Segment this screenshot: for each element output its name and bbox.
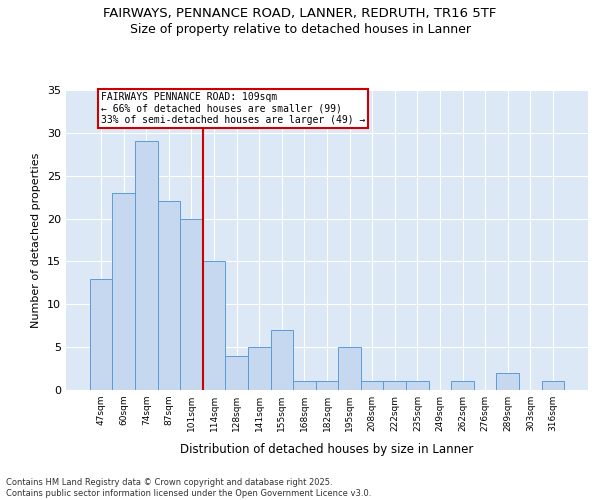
Bar	[361, 382, 383, 390]
Bar	[451, 382, 474, 390]
Bar	[180, 218, 203, 390]
Text: Size of property relative to detached houses in Lanner: Size of property relative to detached ho…	[130, 22, 470, 36]
Bar	[271, 330, 293, 390]
Bar	[158, 202, 180, 390]
Bar	[496, 373, 519, 390]
Y-axis label: Number of detached properties: Number of detached properties	[31, 152, 41, 328]
Bar	[383, 382, 406, 390]
Bar	[338, 347, 361, 390]
Text: Contains HM Land Registry data © Crown copyright and database right 2025.
Contai: Contains HM Land Registry data © Crown c…	[6, 478, 371, 498]
Bar	[90, 278, 112, 390]
Bar	[293, 382, 316, 390]
Text: Distribution of detached houses by size in Lanner: Distribution of detached houses by size …	[181, 442, 473, 456]
Bar	[316, 382, 338, 390]
Bar	[112, 193, 135, 390]
Bar	[203, 262, 226, 390]
Text: FAIRWAYS, PENNANCE ROAD, LANNER, REDRUTH, TR16 5TF: FAIRWAYS, PENNANCE ROAD, LANNER, REDRUTH…	[103, 8, 497, 20]
Text: FAIRWAYS PENNANCE ROAD: 109sqm
← 66% of detached houses are smaller (99)
33% of : FAIRWAYS PENNANCE ROAD: 109sqm ← 66% of …	[101, 92, 365, 125]
Bar	[226, 356, 248, 390]
Bar	[406, 382, 428, 390]
Bar	[135, 142, 158, 390]
Bar	[248, 347, 271, 390]
Bar	[542, 382, 564, 390]
